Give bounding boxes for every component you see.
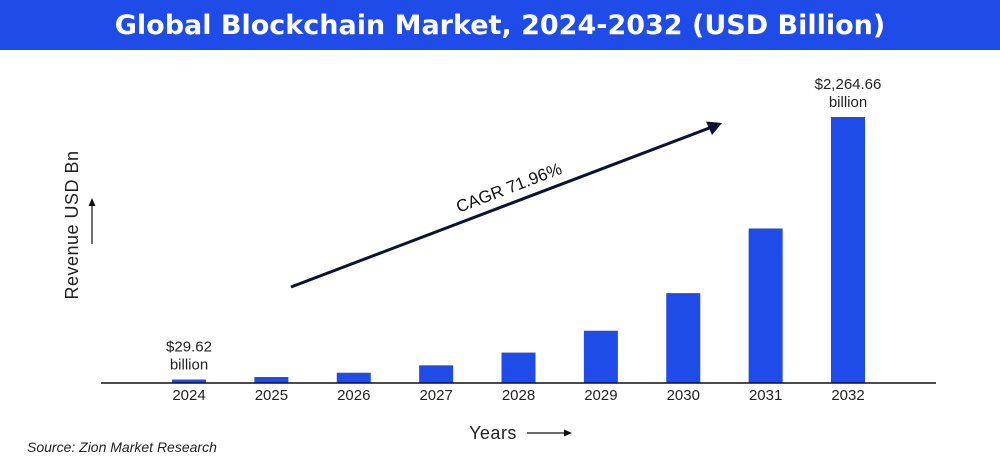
x-tick-labels: 2024 2025 2026 2027 2028 2029 2030 2031 2032 (172, 387, 864, 404)
x-tick-2032: 2032 (831, 387, 864, 404)
x-tick-2031: 2031 (749, 387, 782, 404)
x-tick-2028: 2028 (502, 387, 535, 404)
x-axis-label: Years (469, 423, 517, 443)
x-tick-2030: 2030 (667, 387, 700, 404)
x-tick-2029: 2029 (584, 387, 617, 404)
bar-2027 (419, 365, 454, 383)
x-tick-2027: 2027 (419, 387, 452, 404)
x-tick-2024: 2024 (172, 387, 205, 404)
bar-2028 (501, 352, 536, 383)
bar-2032 (831, 117, 865, 383)
bar-2029 (583, 330, 618, 383)
x-tick-2026: 2026 (337, 387, 370, 404)
data-label-2032-line2: billion (829, 94, 867, 111)
bar-2030 (666, 293, 701, 383)
bar-2024 (172, 379, 206, 383)
data-label-2024-line2: billion (170, 357, 208, 374)
chart-title: Global Blockchain Market, 2024-2032 (USD… (0, 0, 1000, 50)
bar-2031 (748, 228, 783, 383)
y-axis-arrow-icon (88, 198, 96, 244)
x-tick-2025: 2025 (255, 387, 288, 404)
y-axis-label: Revenue USD Bn (62, 150, 82, 299)
source-note: Source: Zion Market Research (27, 439, 217, 455)
cagr-arrow-icon (290, 121, 722, 289)
data-label-2032-line1: $2,264.66 (815, 76, 882, 93)
bar-2026 (336, 372, 371, 383)
data-label-2024-line1: $29.62 (166, 339, 212, 356)
bars-group (172, 117, 865, 383)
x-axis-arrow-icon (527, 429, 572, 437)
bar-2025 (254, 377, 289, 383)
